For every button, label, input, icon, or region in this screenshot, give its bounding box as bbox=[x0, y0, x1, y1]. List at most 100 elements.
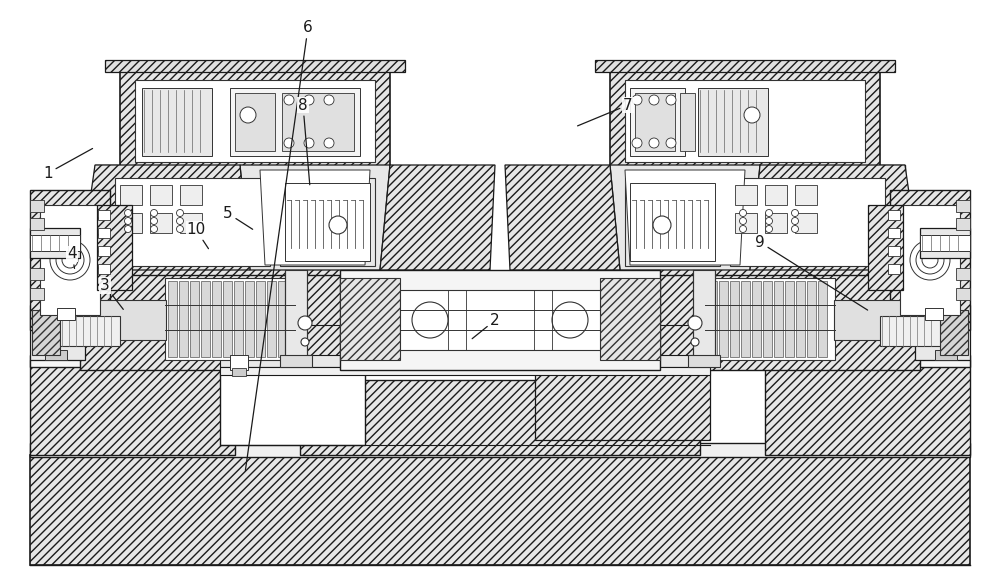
Text: 9: 9 bbox=[755, 235, 868, 310]
Circle shape bbox=[124, 226, 132, 233]
Circle shape bbox=[632, 138, 642, 148]
Bar bbox=[940, 310, 968, 355]
Polygon shape bbox=[610, 165, 760, 270]
Bar bbox=[956, 200, 970, 212]
Polygon shape bbox=[240, 165, 390, 270]
Bar bbox=[115, 178, 270, 266]
Bar bbox=[32, 310, 60, 355]
Bar bbox=[95, 165, 390, 275]
Bar bbox=[45, 350, 67, 360]
Circle shape bbox=[298, 316, 312, 330]
Circle shape bbox=[324, 95, 334, 105]
Bar bbox=[30, 288, 44, 300]
Circle shape bbox=[329, 216, 347, 234]
Bar bbox=[900, 205, 960, 315]
Bar bbox=[256, 281, 265, 357]
Bar bbox=[120, 70, 390, 170]
Circle shape bbox=[740, 209, 746, 216]
Bar bbox=[230, 355, 248, 370]
Bar bbox=[708, 281, 717, 357]
Bar bbox=[180, 185, 202, 205]
Circle shape bbox=[766, 226, 772, 233]
Circle shape bbox=[653, 216, 671, 234]
Bar bbox=[340, 278, 400, 360]
Circle shape bbox=[916, 246, 944, 274]
Bar bbox=[98, 210, 110, 220]
Circle shape bbox=[124, 218, 132, 224]
Bar bbox=[620, 270, 920, 370]
Bar bbox=[925, 308, 943, 320]
Bar bbox=[693, 270, 715, 360]
Bar bbox=[765, 185, 787, 205]
Bar bbox=[625, 80, 865, 162]
Bar bbox=[741, 281, 750, 357]
Bar bbox=[600, 278, 660, 360]
Bar bbox=[150, 213, 172, 233]
Bar bbox=[278, 281, 287, 357]
Bar bbox=[30, 235, 80, 251]
Circle shape bbox=[740, 226, 746, 233]
Bar bbox=[150, 185, 172, 205]
Bar bbox=[60, 316, 120, 346]
Bar bbox=[220, 355, 710, 367]
Circle shape bbox=[50, 240, 90, 280]
Circle shape bbox=[666, 138, 676, 148]
Bar bbox=[888, 264, 900, 274]
Bar bbox=[280, 355, 312, 367]
Bar bbox=[105, 60, 405, 72]
Bar bbox=[234, 281, 243, 357]
Bar bbox=[730, 281, 739, 357]
Bar bbox=[888, 210, 900, 220]
Circle shape bbox=[304, 95, 314, 105]
Bar bbox=[142, 88, 212, 156]
Circle shape bbox=[792, 209, 798, 216]
Circle shape bbox=[150, 226, 158, 233]
Bar bbox=[765, 360, 970, 455]
Circle shape bbox=[324, 138, 334, 148]
Text: 7: 7 bbox=[578, 98, 633, 126]
Circle shape bbox=[304, 138, 314, 148]
Bar bbox=[30, 443, 970, 457]
Circle shape bbox=[744, 107, 760, 123]
Text: 8: 8 bbox=[298, 98, 310, 185]
Bar bbox=[705, 278, 835, 360]
Bar bbox=[40, 205, 100, 315]
Bar bbox=[688, 355, 720, 367]
Bar bbox=[888, 228, 900, 238]
Bar bbox=[610, 70, 880, 170]
Bar bbox=[630, 183, 715, 261]
Circle shape bbox=[56, 246, 84, 274]
Bar bbox=[30, 190, 110, 330]
Text: 4: 4 bbox=[67, 246, 77, 268]
Bar bbox=[285, 270, 307, 360]
Bar bbox=[280, 178, 375, 266]
Bar bbox=[535, 340, 710, 440]
Bar bbox=[956, 218, 970, 230]
Bar bbox=[868, 205, 903, 290]
Bar bbox=[30, 200, 44, 212]
Polygon shape bbox=[80, 165, 250, 270]
Bar bbox=[796, 281, 805, 357]
Bar bbox=[179, 281, 188, 357]
Circle shape bbox=[176, 209, 184, 216]
Bar bbox=[80, 270, 380, 370]
Bar bbox=[30, 268, 44, 280]
Bar bbox=[765, 213, 787, 233]
Bar bbox=[135, 80, 375, 162]
Bar bbox=[920, 228, 970, 258]
Circle shape bbox=[922, 252, 938, 268]
Bar bbox=[400, 290, 600, 350]
Bar bbox=[232, 368, 246, 376]
Circle shape bbox=[740, 218, 746, 224]
Text: 2: 2 bbox=[472, 313, 500, 339]
Bar bbox=[680, 93, 695, 151]
Bar bbox=[890, 190, 970, 330]
Bar bbox=[834, 300, 920, 340]
Bar bbox=[98, 264, 110, 274]
Circle shape bbox=[124, 209, 132, 216]
Circle shape bbox=[62, 252, 78, 268]
Bar bbox=[630, 88, 685, 156]
Polygon shape bbox=[505, 165, 620, 270]
Bar bbox=[300, 380, 700, 455]
Bar bbox=[235, 93, 275, 151]
